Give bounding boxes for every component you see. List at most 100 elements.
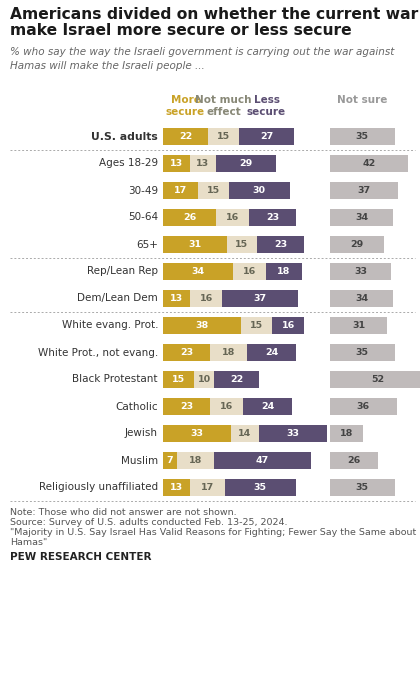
Text: White Prot., not evang.: White Prot., not evang. bbox=[38, 348, 158, 357]
Bar bbox=[257, 236, 304, 253]
Text: Ages 18-29: Ages 18-29 bbox=[99, 158, 158, 168]
Text: Black Protestant: Black Protestant bbox=[73, 375, 158, 384]
Text: 50-64: 50-64 bbox=[128, 213, 158, 222]
Bar bbox=[330, 452, 378, 469]
Text: 29: 29 bbox=[239, 159, 253, 168]
Bar bbox=[163, 371, 194, 388]
Text: 24: 24 bbox=[265, 348, 278, 357]
Bar bbox=[163, 317, 241, 334]
Bar bbox=[243, 398, 292, 415]
Bar bbox=[330, 290, 393, 307]
Text: 23: 23 bbox=[266, 213, 279, 222]
Bar bbox=[330, 155, 408, 172]
Text: 33: 33 bbox=[287, 429, 300, 438]
Bar bbox=[208, 128, 239, 145]
Text: "Majority in U.S. Say Israel Has Valid Reasons for Fighting; Fewer Say the Same : "Majority in U.S. Say Israel Has Valid R… bbox=[10, 528, 416, 537]
Text: 31: 31 bbox=[352, 321, 365, 330]
Bar bbox=[330, 182, 399, 199]
Text: 18: 18 bbox=[340, 429, 353, 438]
Text: 22: 22 bbox=[230, 375, 244, 384]
Text: 47: 47 bbox=[256, 456, 269, 465]
Text: U.S. adults: U.S. adults bbox=[91, 131, 158, 142]
Bar bbox=[259, 425, 327, 442]
Text: 23: 23 bbox=[274, 240, 287, 249]
Text: Jewish: Jewish bbox=[125, 429, 158, 439]
Text: 37: 37 bbox=[358, 186, 371, 195]
Text: 16: 16 bbox=[281, 321, 295, 330]
Bar bbox=[231, 425, 259, 442]
Text: 15: 15 bbox=[235, 240, 249, 249]
Text: % who say the way the Israeli government is carrying out the war against
Hamas w: % who say the way the Israeli government… bbox=[10, 47, 394, 71]
Bar bbox=[226, 236, 257, 253]
Bar bbox=[330, 479, 395, 496]
Bar bbox=[241, 317, 272, 334]
Text: 22: 22 bbox=[179, 132, 192, 141]
Bar bbox=[163, 209, 216, 226]
Bar bbox=[177, 452, 214, 469]
Bar bbox=[330, 425, 363, 442]
Text: 38: 38 bbox=[195, 321, 209, 330]
Text: 18: 18 bbox=[222, 348, 235, 357]
Text: 7: 7 bbox=[167, 456, 173, 465]
Bar bbox=[163, 479, 190, 496]
Text: 42: 42 bbox=[362, 159, 375, 168]
Text: Rep/Lean Rep: Rep/Lean Rep bbox=[87, 266, 158, 277]
Text: Hamas": Hamas" bbox=[10, 538, 47, 547]
Text: 14: 14 bbox=[239, 429, 252, 438]
Text: 18: 18 bbox=[189, 456, 202, 465]
Text: Less
secure: Less secure bbox=[247, 95, 286, 117]
Text: Note: Those who did not answer are not shown.: Note: Those who did not answer are not s… bbox=[10, 508, 236, 517]
Text: 65+: 65+ bbox=[136, 240, 158, 250]
Bar bbox=[163, 290, 190, 307]
Text: 16: 16 bbox=[200, 294, 213, 303]
Bar bbox=[239, 128, 294, 145]
Bar bbox=[190, 155, 216, 172]
Text: 18: 18 bbox=[277, 267, 291, 276]
Text: 15: 15 bbox=[207, 186, 220, 195]
Bar bbox=[249, 209, 296, 226]
Bar bbox=[163, 155, 190, 172]
Text: make Israel more secure or less secure: make Israel more secure or less secure bbox=[10, 23, 352, 38]
Text: 33: 33 bbox=[190, 429, 203, 438]
Text: 13: 13 bbox=[170, 294, 183, 303]
Text: 37: 37 bbox=[254, 294, 267, 303]
Text: Not much
effect: Not much effect bbox=[195, 95, 252, 117]
Text: 30: 30 bbox=[253, 186, 266, 195]
Text: 15: 15 bbox=[217, 132, 230, 141]
Bar bbox=[198, 182, 228, 199]
Text: 17: 17 bbox=[174, 186, 187, 195]
Bar bbox=[330, 371, 420, 388]
Text: 26: 26 bbox=[347, 456, 361, 465]
Bar bbox=[216, 209, 249, 226]
Text: White evang. Prot.: White evang. Prot. bbox=[61, 320, 158, 331]
Bar bbox=[190, 290, 223, 307]
Text: 16: 16 bbox=[242, 267, 256, 276]
Text: 33: 33 bbox=[354, 267, 367, 276]
Text: 35: 35 bbox=[356, 348, 369, 357]
Text: 23: 23 bbox=[180, 402, 193, 411]
Bar bbox=[228, 182, 290, 199]
Bar bbox=[163, 398, 210, 415]
Text: Dem/Lean Dem: Dem/Lean Dem bbox=[77, 293, 158, 304]
Bar bbox=[163, 452, 177, 469]
Text: 16: 16 bbox=[226, 213, 239, 222]
Text: 10: 10 bbox=[197, 375, 210, 384]
Text: Muslim: Muslim bbox=[121, 455, 158, 466]
Bar bbox=[163, 236, 226, 253]
Text: 52: 52 bbox=[372, 375, 385, 384]
Bar bbox=[330, 398, 396, 415]
Bar bbox=[225, 479, 296, 496]
Bar bbox=[233, 263, 265, 280]
Text: Americans divided on whether the current war will: Americans divided on whether the current… bbox=[10, 7, 420, 22]
Bar bbox=[210, 344, 247, 361]
Bar bbox=[330, 128, 395, 145]
Text: 30-49: 30-49 bbox=[128, 186, 158, 195]
Bar bbox=[163, 182, 198, 199]
Bar bbox=[265, 263, 302, 280]
Text: 31: 31 bbox=[188, 240, 201, 249]
Text: 34: 34 bbox=[355, 294, 368, 303]
Bar bbox=[330, 263, 391, 280]
Text: 34: 34 bbox=[355, 213, 368, 222]
Text: 13: 13 bbox=[197, 159, 210, 168]
Text: 16: 16 bbox=[220, 402, 233, 411]
